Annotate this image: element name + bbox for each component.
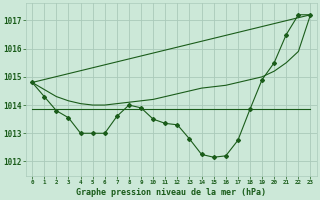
X-axis label: Graphe pression niveau de la mer (hPa): Graphe pression niveau de la mer (hPa) [76, 188, 266, 197]
